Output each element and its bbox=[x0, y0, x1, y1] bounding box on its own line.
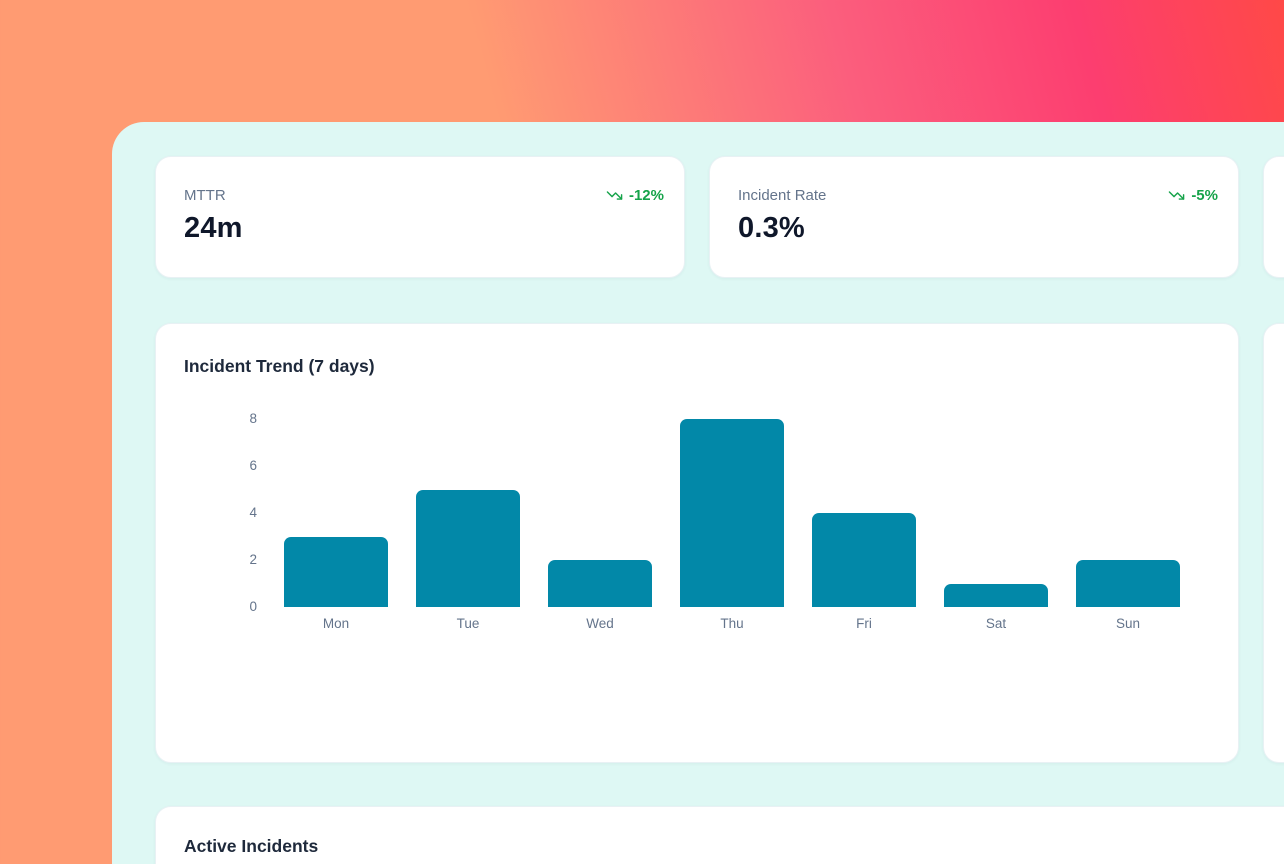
stat-trend-value: -5% bbox=[1191, 187, 1218, 204]
stats-row: MTTR -12% 24m Incident Rate bbox=[155, 156, 1284, 278]
stat-label: Incident Rate bbox=[738, 187, 827, 204]
dashboard-panel: MTTR -12% 24m Incident Rate bbox=[112, 122, 1284, 864]
active-incidents-card: Active Incidents bbox=[155, 806, 1284, 864]
stat-card-header: Incident Rate -5% bbox=[738, 187, 1218, 204]
x-tick: Fri bbox=[856, 616, 872, 631]
stat-trend-badge: -12% bbox=[606, 187, 664, 204]
bar-thu bbox=[680, 419, 784, 607]
stat-card-header: MTTR -12% bbox=[184, 187, 664, 204]
stat-card-mttr: MTTR -12% 24m bbox=[155, 156, 685, 278]
stat-value: 0.3% bbox=[738, 212, 805, 244]
bar-fri bbox=[812, 513, 916, 607]
x-tick: Sun bbox=[1115, 616, 1141, 631]
bar-sun bbox=[1076, 560, 1180, 607]
chart-title: Incident Trend (7 days) bbox=[184, 356, 375, 376]
x-axis: Mon Tue Wed Thu Fri Sat Sun bbox=[284, 616, 1180, 631]
y-tick: 6 bbox=[249, 458, 257, 473]
y-tick: 2 bbox=[249, 552, 257, 567]
y-tick: 4 bbox=[249, 505, 257, 520]
bars bbox=[284, 419, 1180, 607]
stat-trend-badge: -5% bbox=[1168, 187, 1218, 204]
plot-area: Mon Tue Wed Thu Fri Sat Sun bbox=[284, 419, 1180, 631]
bar-tue bbox=[416, 489, 520, 607]
incident-trend-card: Incident Trend (7 days) 0 2 4 6 8 Mon Tue Wed T… bbox=[155, 323, 1239, 763]
bar-chart: 0 2 4 6 8 Mon Tue Wed Thu Fri Sat Sun bbox=[184, 411, 1210, 631]
x-tick: Sat bbox=[985, 616, 1007, 631]
x-tick: Wed bbox=[586, 616, 614, 631]
bar-wed bbox=[548, 560, 652, 607]
x-tick: Thu bbox=[720, 616, 744, 631]
bar-mon bbox=[284, 536, 388, 607]
y-axis: 0 2 4 6 8 bbox=[184, 411, 257, 614]
active-incidents-title: Active Incidents bbox=[184, 836, 319, 856]
chart-card-partial bbox=[1263, 323, 1284, 763]
bar-sat bbox=[944, 583, 1048, 607]
stat-label: MTTR bbox=[184, 187, 226, 204]
y-tick: 8 bbox=[249, 411, 257, 426]
stat-card-partial bbox=[1263, 156, 1284, 278]
stat-value: 24m bbox=[184, 212, 243, 244]
x-tick: Mon bbox=[322, 616, 350, 631]
x-tick: Tue bbox=[456, 616, 480, 631]
y-tick: 0 bbox=[249, 599, 257, 614]
trending-down-icon bbox=[1169, 191, 1185, 200]
stat-trend-value: -12% bbox=[628, 187, 664, 204]
charts-row: Incident Trend (7 days) 0 2 4 6 8 Mon Tue Wed T… bbox=[155, 323, 1284, 763]
trending-down-icon bbox=[606, 191, 623, 200]
stat-card-incident-rate: Incident Rate -5% 0.3% bbox=[709, 156, 1239, 278]
dashboard-content: MTTR -12% 24m Incident Rate bbox=[155, 156, 1284, 864]
